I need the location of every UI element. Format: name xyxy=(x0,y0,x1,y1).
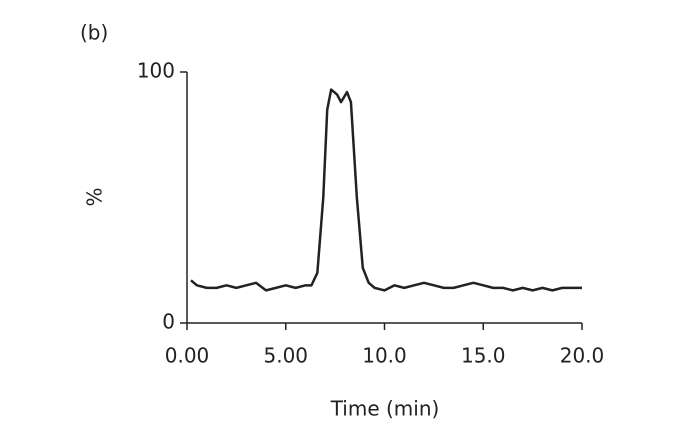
y-axis-label: % xyxy=(83,187,107,206)
x-tick-label: 15.0 xyxy=(461,344,506,368)
y-tick-label: 100 xyxy=(137,59,175,83)
x-axis-label: Time (min) xyxy=(330,397,440,421)
y-tick-label: 0 xyxy=(162,310,175,334)
x-tick-label: 20.0 xyxy=(560,344,605,368)
x-tick-label: 10.0 xyxy=(362,344,407,368)
panel-label: (b) xyxy=(80,21,108,45)
x-tick-label: 0.00 xyxy=(165,344,210,368)
data-line xyxy=(190,88,582,292)
x-tick-label: 5.00 xyxy=(263,344,308,368)
